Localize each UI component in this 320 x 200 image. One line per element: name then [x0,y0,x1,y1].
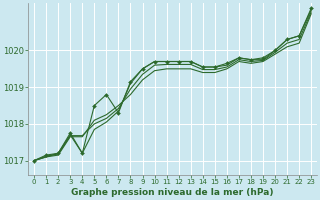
X-axis label: Graphe pression niveau de la mer (hPa): Graphe pression niveau de la mer (hPa) [71,188,274,197]
